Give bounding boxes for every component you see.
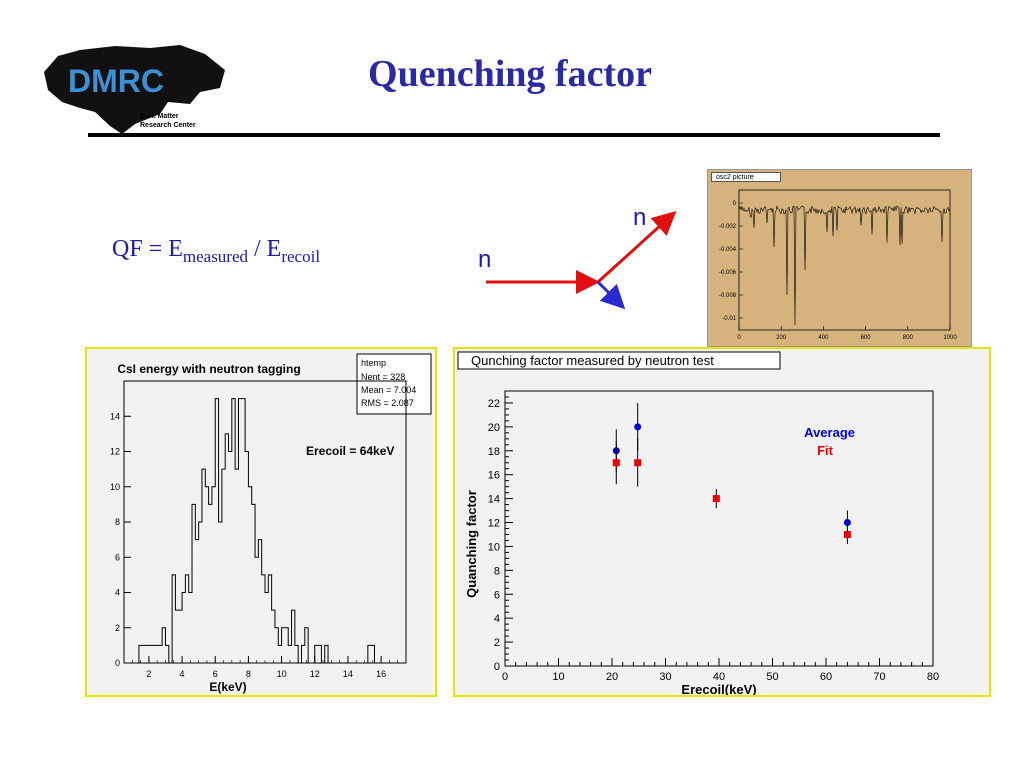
logo-text: DMRC (68, 63, 164, 99)
qf-point-fit (612, 459, 620, 467)
hist-y-tick-label: 6 (115, 552, 120, 562)
osc-x-tick-label: 600 (861, 335, 872, 341)
osc-x-tick-label: 0 (737, 335, 741, 341)
osc-y-tick-label: -0.008 (719, 293, 737, 299)
hist-xlabel: E(keV) (209, 680, 246, 694)
osc-x-tick-label: 200 (776, 335, 787, 341)
qf-y-tick-label: 10 (488, 541, 500, 553)
qf-point-fit (843, 530, 851, 538)
qf-title: Qunching factor measured by neutron test (471, 353, 714, 368)
osc-x-tick-label: 1000 (943, 335, 957, 341)
qf-x-tick-label: 70 (873, 671, 885, 683)
qf-y-tick-label: 18 (488, 446, 500, 458)
qf-title-box (457, 351, 781, 370)
qf-plot-panel: Qunching factor measured by neutron test… (453, 347, 991, 697)
hist-y-tick-label: 4 (115, 588, 120, 598)
formula-sub-measured: measured (182, 247, 249, 266)
oscilloscope-panel: osc2 picture 0 -0.002 -0.004 -0.006 -0.008 -0… (707, 169, 972, 347)
hist-y-tick-label: 0 (115, 658, 120, 668)
formula-mid: / E (248, 236, 282, 262)
osc-y-tick-label: -0.01 (722, 316, 736, 322)
qf-point-fit (634, 459, 642, 467)
hist-y-tick-label: 12 (110, 447, 120, 457)
qf-y-tick-label: 12 (488, 518, 500, 530)
osc-y-tick-label: 0 (733, 201, 737, 207)
hist-frame (123, 380, 407, 664)
hist-y-tick-label: 10 (110, 482, 120, 492)
hist-x-tick-label: 16 (376, 669, 386, 679)
qf-y-tick-label: 8 (494, 565, 500, 577)
qf-x-tick-label: 30 (659, 671, 671, 683)
qf-x-tick-label: 50 (766, 671, 778, 683)
osc-x-tick-label: 800 (903, 335, 914, 341)
qf-y-tick-label: 16 (488, 470, 500, 482)
hist-stats-box (356, 353, 432, 415)
osc-y-tick-label: -0.006 (719, 270, 737, 276)
neutron-scatter-diagram: n n (478, 204, 677, 310)
osc-y-tick-label: -0.002 (719, 224, 737, 230)
hist-stats-rms: RMS = 2.087 (361, 398, 414, 408)
title-divider (88, 133, 940, 137)
qf-y-tick-label: 2 (494, 637, 500, 649)
hist-title: CsI energy with neutron tagging (117, 362, 300, 376)
hist-y-tick-label: 2 (115, 623, 120, 633)
osc-tab-label: osc2 picture (711, 172, 781, 182)
qf-x-tick-label: 10 (552, 671, 564, 683)
hist-x-tick-label: 4 (180, 669, 185, 679)
hist-x-tick-label: 6 (213, 669, 218, 679)
hist-x-tick-label: 14 (343, 669, 353, 679)
incoming-n-label: n (478, 246, 491, 273)
qf-point-fit (712, 495, 720, 503)
hist-annotation: Erecoil = 64keV (306, 444, 394, 458)
qf-y-tick-label: 6 (494, 589, 500, 601)
qf-xlabel: Erecoil(keV) (681, 682, 756, 695)
hist-step-line (138, 398, 375, 664)
qf-x-tick-label: 40 (713, 671, 725, 683)
hist-stats-name: htemp (361, 358, 386, 368)
qf-y-tick-label: 0 (494, 661, 500, 673)
legend-fit: Fit (817, 443, 834, 458)
logo-subtitle-2: Research Center (140, 122, 196, 129)
qf-x-tick-label: 80 (927, 671, 939, 683)
qf-y-tick-label: 4 (494, 613, 500, 625)
osc-x-tick-label: 400 (818, 335, 829, 341)
quenching-factor-plot: Qunching factor measured by neutron test… (457, 351, 939, 695)
osc-y-tick-label: -0.004 (719, 247, 737, 253)
legend-average: Average (804, 425, 855, 440)
dmrc-logo: DMRC Dark Matter Research Center (44, 45, 225, 134)
qf-y-tick-label: 14 (488, 494, 500, 506)
outgoing-neutron-arrow (596, 210, 677, 284)
formula-lhs: QF = E (112, 236, 183, 262)
hist-y-tick-label: 14 (110, 411, 120, 421)
hist-x-tick-label: 12 (310, 669, 320, 679)
hist-x-tick-label: 2 (146, 669, 151, 679)
page-title: Quenching factor (368, 53, 652, 95)
qf-ylabel: Quanching factor (464, 490, 479, 598)
qf-y-tick-label: 20 (488, 422, 500, 434)
qf-y-tick-label: 22 (488, 398, 500, 410)
hist-stats-entries: Nent = 328 (361, 372, 405, 382)
qf-x-tick-label: 0 (502, 671, 508, 683)
qf-point-average (634, 423, 642, 431)
hist-y-tick-label: 8 (115, 517, 120, 527)
qf-x-tick-label: 20 (606, 671, 618, 683)
qf-frame (504, 390, 934, 667)
qf-x-tick-label: 60 (820, 671, 832, 683)
logo-subtitle-1: Dark Matter (140, 113, 179, 120)
qf-point-average (843, 519, 851, 527)
outgoing-n-label: n (633, 204, 646, 231)
hist-x-tick-label: 8 (246, 669, 251, 679)
hist-stats-mean: Mean = 7.004 (361, 385, 416, 395)
hist-x-tick-label: 10 (277, 669, 287, 679)
formula-sub-recoil: recoil (281, 247, 321, 266)
qf-formula: QF = Emeasured / Erecoil (112, 236, 320, 267)
csi-energy-histogram: CsI energy with neutron tagging htemp Ne… (110, 353, 432, 694)
recoil-nucleus-arrow (596, 280, 626, 310)
osc-waveform (738, 205, 951, 326)
histogram-panel: CsI energy with neutron tagging htemp Ne… (85, 347, 437, 697)
oscilloscope-plot: 0 -0.002 -0.004 -0.006 -0.008 -0.01 0 200 400 60… (719, 189, 957, 341)
